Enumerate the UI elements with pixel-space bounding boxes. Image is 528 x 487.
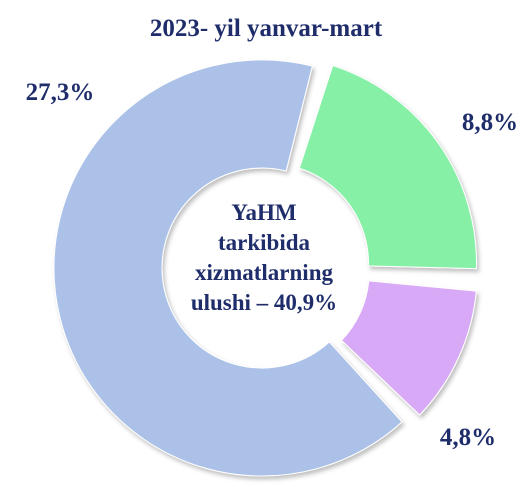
value-label: 27,3% (26, 79, 95, 106)
donut-slice (340, 280, 477, 416)
donut-slice (298, 64, 477, 270)
center-text: ulushi – 40,9% (191, 290, 337, 315)
center-text: xizmatlarning (195, 260, 333, 285)
donut (53, 59, 477, 477)
center-text: tarkibida (218, 230, 311, 255)
value-label: 4,8% (440, 424, 496, 451)
chart-title: 2023- yil yanvar-mart (150, 15, 383, 42)
value-label: 8,8% (462, 109, 518, 136)
center-text: YaHM (231, 200, 296, 225)
donut-slice (53, 59, 403, 477)
